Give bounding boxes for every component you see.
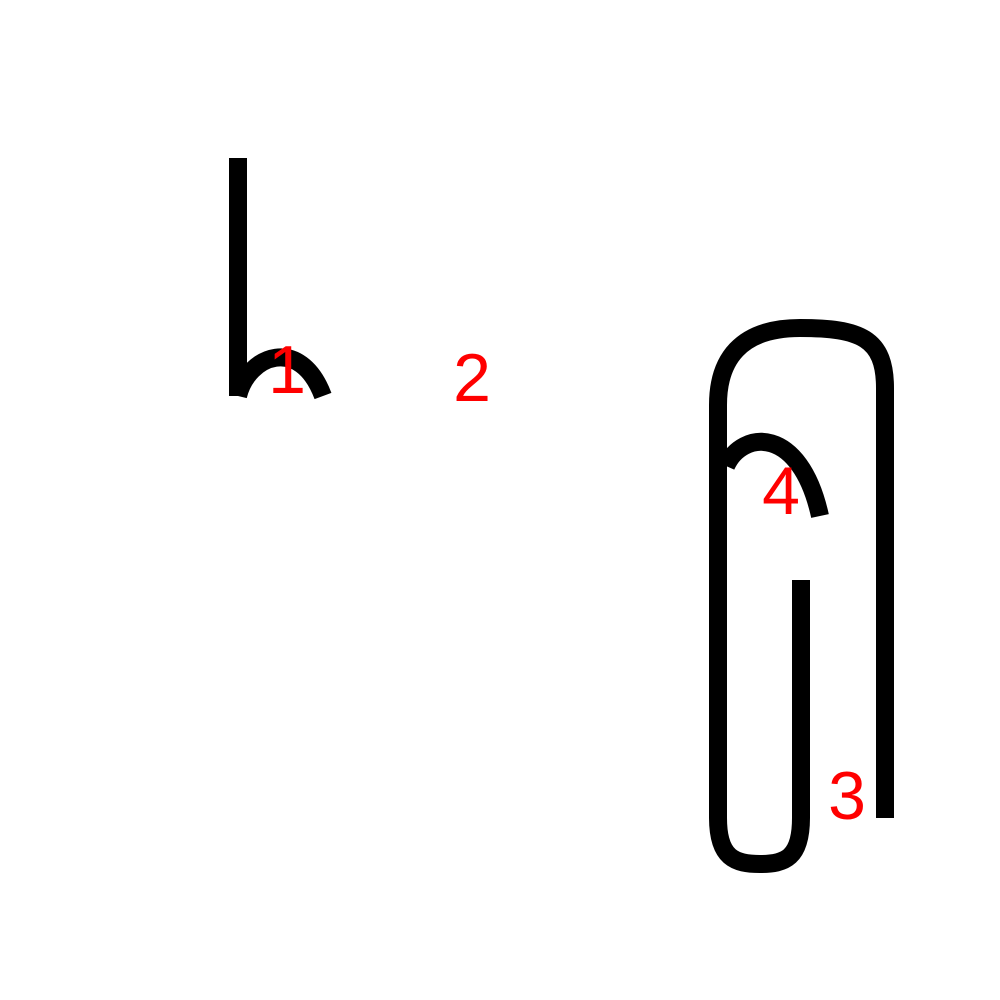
label-2: 2 — [453, 340, 491, 416]
stroke-paperclip-inner — [709, 580, 810, 873]
stroke-left-hook — [229, 348, 332, 400]
label-1: 1 — [268, 332, 306, 408]
stroke-paperclip-outer — [709, 319, 894, 818]
label-3: 3 — [828, 758, 866, 834]
label-4: 4 — [762, 453, 800, 529]
stroke-right-hook — [717, 432, 829, 519]
